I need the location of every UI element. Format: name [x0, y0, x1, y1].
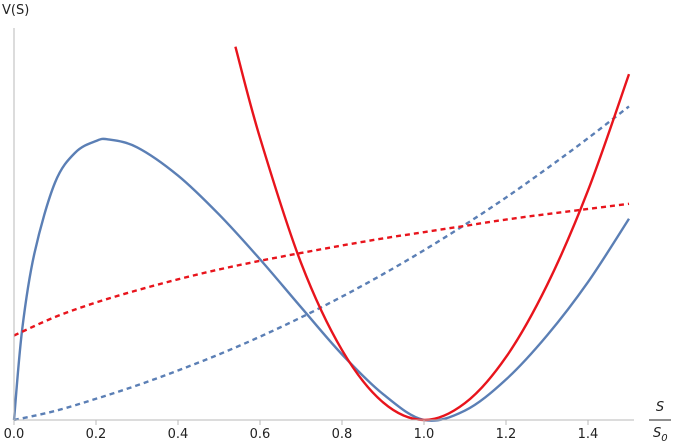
- x-axis-label-denominator-base: S: [653, 426, 661, 441]
- series-red-solid: [234, 46, 631, 422]
- series-blue-dashed: [13, 105, 630, 422]
- x-axis-label-denominator-sub: 0: [661, 433, 667, 444]
- x-tick-label: 0.2: [86, 427, 107, 442]
- x-tick-label: 1.2: [496, 427, 517, 442]
- x-tick-label: 0.0: [4, 427, 25, 442]
- series-blue-solid: [12, 137, 631, 422]
- y-axis-label: V(S): [2, 3, 29, 18]
- x-tick-label: 1.4: [578, 427, 599, 442]
- series-red-dashed: [13, 202, 630, 337]
- x-axis-label-denominator: S0: [653, 426, 668, 444]
- x-axis-label-numerator: S: [656, 400, 664, 415]
- x-tick-label: 0.4: [168, 427, 189, 442]
- x-tick-label: 0.6: [250, 427, 271, 442]
- x-tick-label: 0.8: [332, 427, 353, 442]
- ticks-layer: 0.0 0.2 0.4 0.6 0.8 1.0 1.2 1.4: [4, 420, 599, 442]
- x-tick-label: 1.0: [414, 427, 435, 442]
- series-layer: [12, 46, 631, 422]
